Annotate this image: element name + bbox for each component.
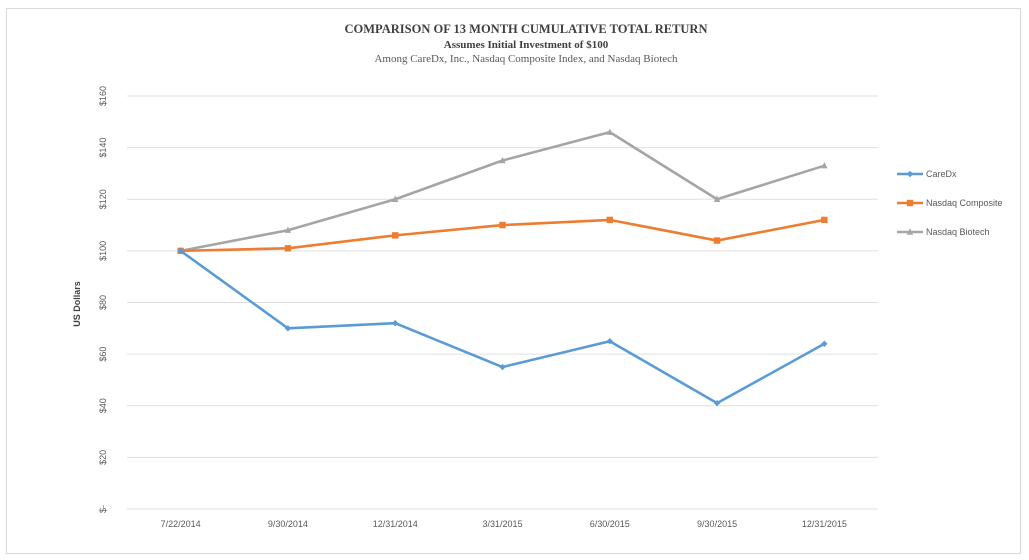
chart-frame [6, 8, 1021, 554]
x-tick-label: 9/30/2015 [697, 519, 737, 529]
chart-subtitle: Assumes Initial Investment of $100 [444, 39, 609, 51]
data-point [821, 216, 828, 224]
data-point [906, 228, 914, 235]
data-point [499, 363, 506, 371]
data-point [906, 170, 914, 178]
series-lines [177, 128, 828, 407]
legend-item: Nasdaq Composite [897, 198, 1003, 208]
series-line [180, 130, 825, 253]
legend: CareDx Nasdaq Composite Nasdaq Biotech [897, 169, 1003, 237]
data-point [906, 199, 914, 207]
y-axis-label: US Dollars [72, 281, 82, 327]
y-tick-label: $120 [98, 189, 108, 209]
legend-item: CareDx [897, 169, 957, 179]
data-point [392, 319, 399, 327]
gridlines [127, 95, 878, 510]
legend-label: CareDx [926, 169, 957, 179]
data-point [284, 245, 292, 252]
legend-label: Nasdaq Composite [926, 198, 1003, 208]
y-tick-label: $160 [98, 86, 108, 106]
legend-label: Nasdaq Biotech [926, 227, 990, 237]
y-tick-label: $60 [98, 347, 108, 362]
x-tick-label: 6/30/2015 [590, 519, 630, 529]
x-tick-label: 12/31/2014 [373, 519, 418, 529]
y-tick-label: $40 [98, 398, 108, 413]
x-tick-labels: 7/22/2014 9/30/2014 12/31/2014 3/31/2015 6/3… [161, 519, 847, 529]
data-point [392, 232, 399, 239]
chart-title: COMPARISON OF 13 MONTH CUMULATIVE TOTAL … [345, 22, 708, 36]
data-point [177, 247, 184, 255]
series-line [179, 249, 825, 405]
data-point [606, 216, 613, 224]
data-point [499, 221, 506, 229]
y-tick-label: $80 [98, 295, 108, 310]
data-point [606, 338, 613, 345]
x-tick-label: 3/31/2015 [482, 519, 522, 529]
data-point [284, 226, 292, 233]
x-tick-label: 12/31/2015 [802, 519, 847, 529]
data-point [713, 237, 721, 244]
y-tick-label: $100 [98, 241, 108, 261]
data-point [284, 325, 292, 332]
y-tick-label: $- [98, 505, 108, 513]
x-tick-label: 7/22/2014 [161, 519, 201, 529]
y-tick-label: $20 [98, 450, 108, 465]
y-tick-labels: $- $20 $40 $60 $80 $100 $120 $140 $160 [98, 86, 108, 513]
data-point [821, 161, 828, 169]
data-point [821, 340, 828, 347]
series-caredx [177, 247, 828, 407]
data-point [392, 195, 399, 202]
series-nasdaq-composite [177, 216, 828, 255]
data-point [713, 195, 721, 202]
data-point [713, 399, 721, 407]
x-tick-label: 9/30/2014 [268, 519, 308, 529]
legend-item: Nasdaq Biotech [897, 227, 990, 237]
data-point [606, 128, 613, 135]
data-point [499, 156, 506, 164]
chart-subsubtitle: Among CareDx, Inc., Nasdaq Composite Ind… [374, 53, 678, 65]
y-tick-label: $140 [98, 138, 108, 158]
